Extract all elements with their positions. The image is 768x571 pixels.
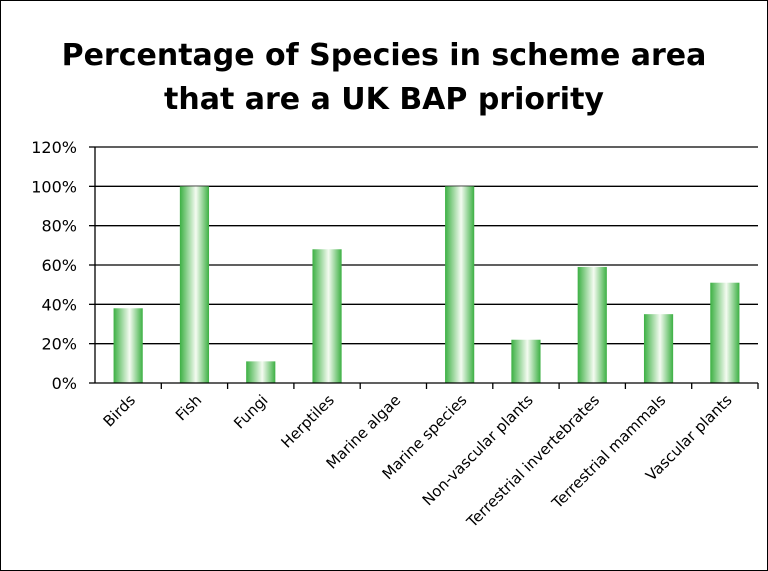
bar [710, 282, 740, 383]
y-tick-label: 40% [41, 295, 77, 314]
bar [511, 339, 541, 383]
x-tick-label: Non-vascular plants [419, 391, 537, 509]
x-tick-label: Fungi [230, 391, 271, 432]
bar [312, 249, 342, 383]
x-tick-label: Fish [172, 391, 205, 424]
y-tick-label: 80% [41, 217, 77, 236]
bar [179, 186, 210, 383]
y-tick-labels: 0% 20% 40% 60% 80% 100% 120% [31, 138, 77, 393]
x-tick-label: Herptiles [277, 391, 338, 452]
x-tick-label: Birds [100, 391, 140, 431]
y-tick-label: 100% [31, 177, 77, 196]
bar [643, 314, 674, 383]
y-tick-label: 120% [31, 138, 77, 157]
chart-title-line-2: that are a UK BAP priority [164, 82, 604, 117]
chart-title-line-1: Percentage of Species in scheme area [61, 38, 707, 73]
bar [246, 361, 276, 383]
bar [577, 266, 607, 383]
x-tick-label: Terrestrial invertebrates [462, 391, 603, 532]
bar [445, 186, 475, 383]
bars [113, 186, 740, 383]
chart-title: Percentage of Species in scheme area tha… [0, 34, 768, 122]
y-tick-label: 20% [41, 335, 77, 354]
y-tick-label: 0% [52, 374, 77, 393]
x-tick-label: Terrestrial mammals [548, 391, 670, 513]
axes [89, 146, 759, 389]
bar [113, 308, 143, 383]
y-tick-label: 60% [41, 256, 77, 275]
